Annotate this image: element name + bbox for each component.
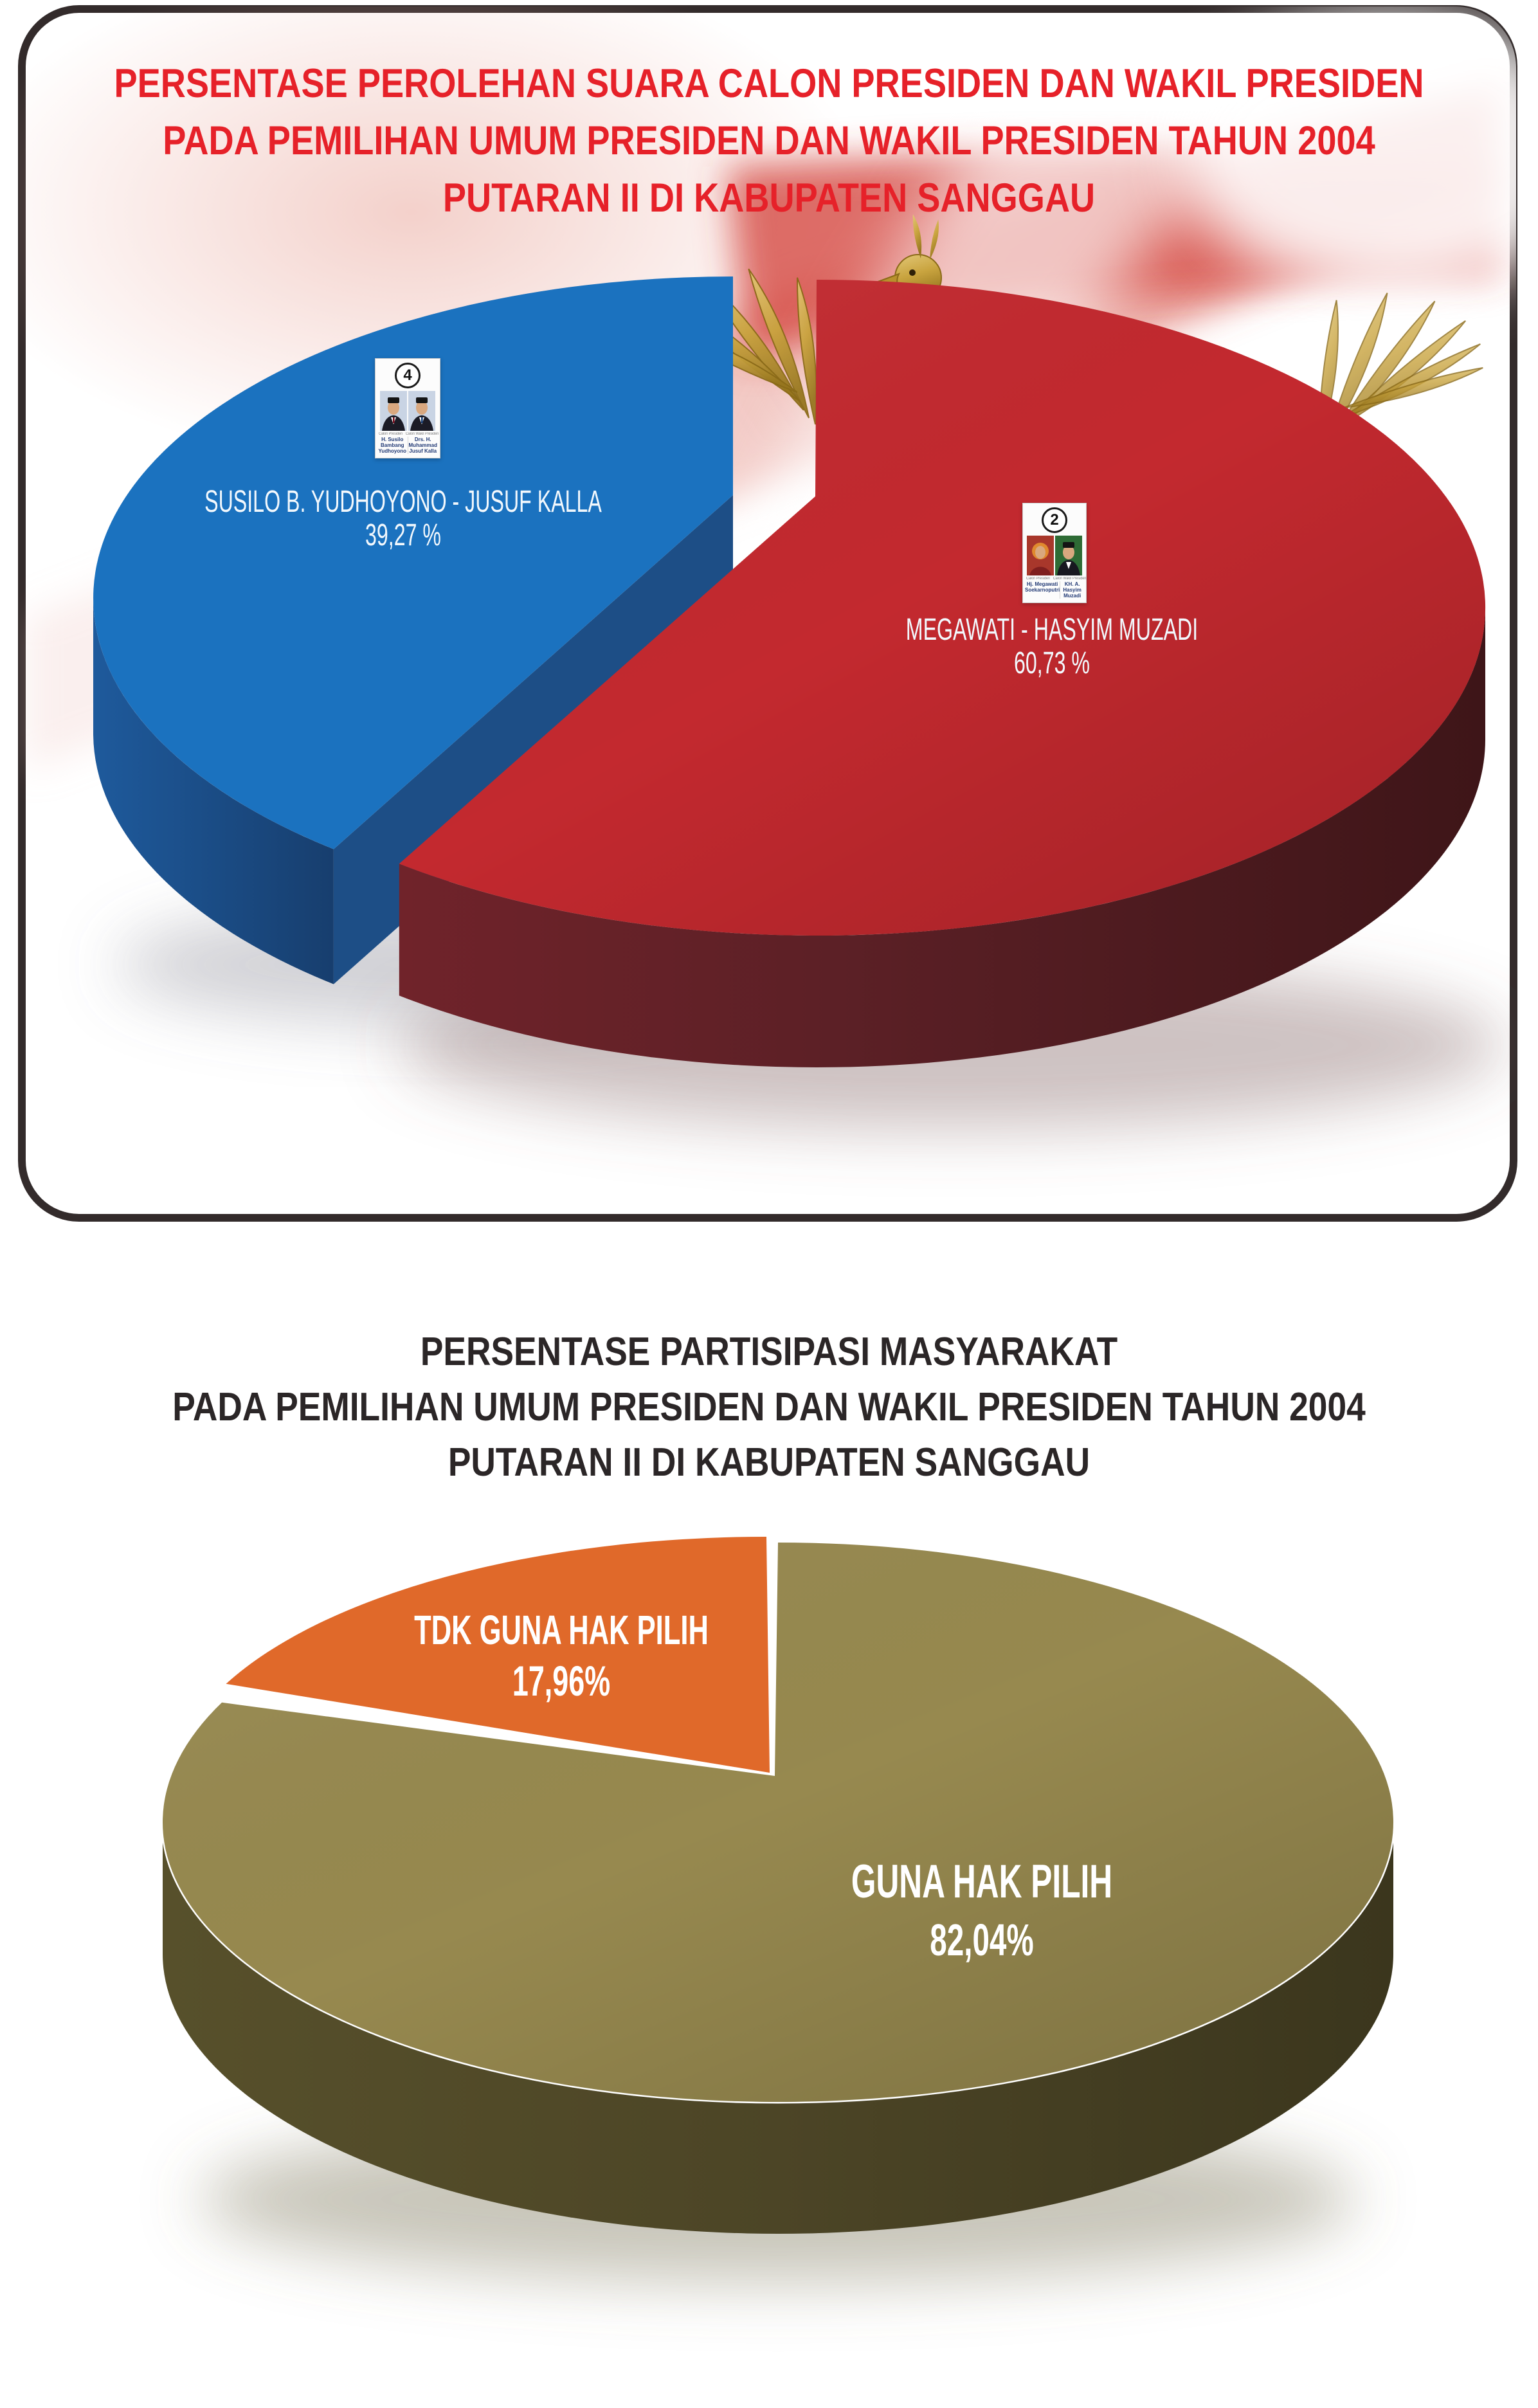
chart2-title: PERSENTASE PARTISIPASI MASYARAKAT PADA P… [107, 1325, 1430, 1490]
candidate-captions: Calon Presiden Calon Wakil Presiden [1025, 577, 1087, 581]
participation-pie [161, 1537, 1395, 2283]
caption-calon-presiden: Calon Presiden [379, 432, 403, 436]
pie2-slice-guna-wall [163, 1822, 1393, 2234]
slice-label-tdk-name: TDK GUNA HAK PILIH [414, 1607, 709, 1653]
ballot-number: 2 [1050, 511, 1059, 529]
candidate-photos [380, 391, 435, 431]
chart1-title-line3: PUTARAN II DI KABUPATEN SANGGAU [442, 176, 1096, 221]
chart2-title-line3: PUTARAN II DI KABUPATEN SANGGAU [448, 1440, 1090, 1485]
slice-label-guna-pct: 82,04% [930, 1915, 1034, 1965]
ballot-card-4: 4 Calon Presiden Calon Wakil Presiden H.… [375, 358, 440, 458]
chart2-title-line1: PERSENTASE PARTISIPASI MASYARAKAT [420, 1330, 1118, 1374]
candidate-photo-hasyim [1055, 536, 1082, 575]
slice-label-mega-pct: 60,73 % [1013, 646, 1090, 680]
candidate-names: H. Susilo Bambang Yudhoyono Drs. H. Muha… [377, 437, 438, 454]
slice-label-tdk-pct: 17,96% [512, 1657, 611, 1705]
chart2-title-line2: PADA PEMILIHAN UMUM PRESIDEN DAN WAKIL P… [172, 1385, 1366, 1429]
candidate-captions: Calon Presiden Calon Wakil Presiden [377, 432, 439, 436]
chart1-title-line2: PADA PEMILIHAN UMUM PRESIDEN DAN WAKIL P… [163, 118, 1375, 163]
pie2-seam [161, 1822, 1395, 2104]
pie2-slice-guna [162, 1543, 1393, 2102]
ballot-card-2: 2 Calon Presiden Calon Wakil Presiden Hj… [1022, 503, 1087, 603]
candidate-photos [1027, 536, 1082, 575]
caption-calon-wakil: Calon Wakil Presiden [1053, 577, 1087, 581]
pie-shadow [199, 2115, 1357, 2283]
slice-label-guna-name: GUNA HAK PILIH [851, 1856, 1113, 1908]
caption-calon-wakil: Calon Wakil Presiden [405, 432, 439, 436]
ballot-number-badge: 4 [395, 363, 421, 388]
candidate-names: Hj. Megawati Soekarnoputri KH. A. Hasyim… [1025, 581, 1084, 599]
slice-label-mega-name: MEGAWATI - HASYIM MUZADI [905, 613, 1199, 647]
slice-label-sby-jk: SUSILO B. YUDHOYONO - JUSUF KALLA 39,27 … [204, 485, 602, 552]
slice-label-tdk-guna-hak-pilih: TDK GUNA HAK PILIH 17,96% [414, 1605, 709, 1706]
candidate-name-megawati: Hj. Megawati Soekarnoputri [1025, 581, 1060, 593]
candidate-photo-megawati [1027, 536, 1054, 575]
ballot-number: 4 [403, 367, 412, 384]
slice-label-guna-hak-pilih: GUNA HAK PILIH 82,04% [851, 1853, 1112, 1969]
candidate-name-sby: H. Susilo Bambang Yudhoyono [378, 437, 407, 454]
candidate-name-jk: Drs. H. Muhammad Jusuf Kalla [407, 437, 439, 454]
candidate-name-hasyim: KH. A. Hasyim Muzadi [1060, 581, 1084, 599]
chart1-title: PERSENTASE PEROLEHAN SUARA CALON PRESIDE… [107, 55, 1430, 227]
chart1-title-line1: PERSENTASE PEROLEHAN SUARA CALON PRESIDE… [114, 61, 1424, 106]
slice-label-sby-name: SUSILO B. YUDHOYONO - JUSUF KALLA [204, 485, 602, 519]
candidate-photo-sby [380, 391, 407, 431]
candidate-photo-jk [408, 391, 435, 431]
ballot-number-badge: 2 [1042, 507, 1067, 533]
slice-label-mega-hasyim: MEGAWATI - HASYIM MUZADI 60,73 % [906, 613, 1198, 680]
caption-calon-presiden: Calon Presiden [1026, 577, 1050, 581]
slice-label-sby-pct: 39,27 % [365, 518, 442, 552]
pie2-slice-guna-shading [162, 1543, 1393, 2102]
